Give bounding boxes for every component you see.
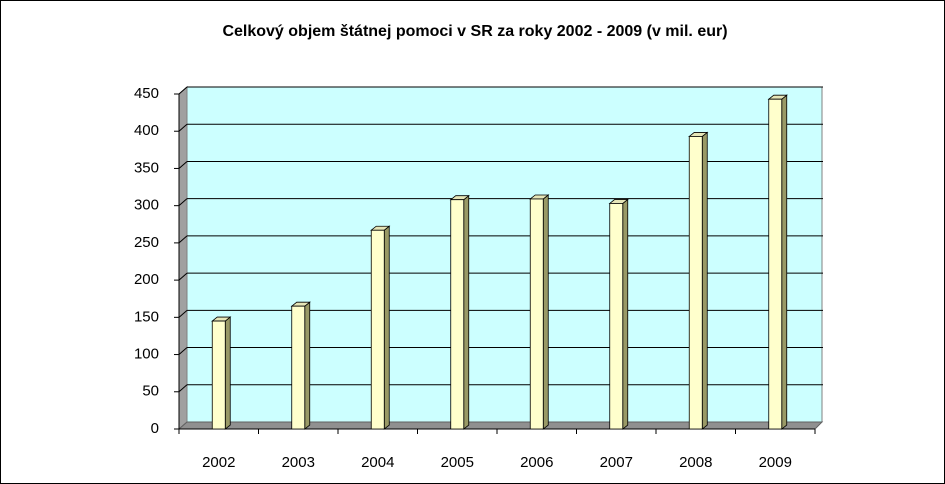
grid-line-side [178, 235, 188, 244]
x-tick-label: 2004 [361, 454, 394, 471]
grid-line-side [178, 272, 188, 281]
x-tick-label: 2002 [202, 454, 235, 471]
y-tick-label: 300 [134, 197, 159, 214]
y-tick-label: 200 [134, 271, 159, 288]
bar-side [542, 194, 549, 430]
bar [768, 98, 783, 430]
grid-line-side [178, 384, 188, 393]
y-tick-label: 100 [134, 346, 159, 363]
bar-side [463, 194, 470, 430]
bar-side [781, 94, 788, 430]
bar [529, 198, 544, 430]
bar-side [383, 225, 390, 430]
bar [291, 305, 306, 430]
y-tick-label: 350 [134, 159, 159, 176]
y-tick-label: 400 [134, 122, 159, 139]
bar-side [622, 198, 629, 430]
x-tick-label: 2006 [520, 454, 553, 471]
bar-side [701, 131, 708, 430]
x-tick-label: 2008 [679, 454, 712, 471]
bar-side [224, 316, 231, 430]
grid-line-side [178, 347, 188, 355]
grid-line-side [178, 161, 188, 169]
side-wall [178, 85, 188, 431]
y-tick-label: 50 [142, 383, 159, 400]
bar [211, 320, 226, 430]
x-tick-label: 2007 [600, 454, 633, 471]
x-tick-label: 2003 [282, 454, 315, 471]
plot-walls [177, 85, 824, 431]
chart-title: Celkový objem štátnej pomoci v SR za rok… [222, 23, 727, 40]
grid-line-side [178, 86, 188, 95]
floor [177, 421, 824, 430]
bar-side [304, 301, 311, 430]
x-tick-label: 2009 [759, 454, 792, 471]
x-tick-label: 2005 [441, 454, 474, 471]
bar [370, 229, 385, 430]
back-wall [186, 86, 823, 423]
y-tick-label: 0 [151, 420, 159, 437]
grid-line-side [178, 123, 188, 132]
grid-line-side [178, 309, 188, 318]
y-tick-label: 150 [134, 308, 159, 325]
y-tick-label: 450 [134, 85, 159, 102]
bar [609, 203, 624, 430]
bar [450, 199, 465, 430]
bar [688, 136, 703, 430]
y-tick-label: 250 [134, 234, 159, 251]
grid-line-side [178, 198, 188, 207]
